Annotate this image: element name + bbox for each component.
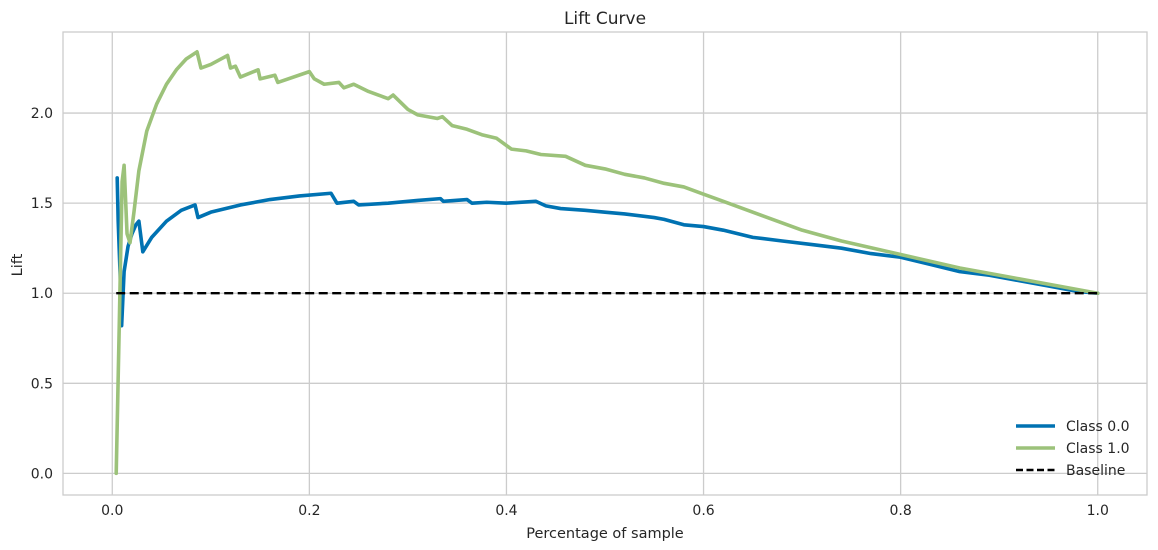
series-line-class-0-0: [115, 176, 1100, 328]
legend-label-baseline: Baseline: [1066, 463, 1125, 479]
legend-label-class-0-0: Class 0.0: [1066, 419, 1130, 435]
x-tick-label: 0.6: [692, 503, 714, 519]
y-tick-label: 2.0: [31, 106, 53, 122]
x-tick-label: 0.4: [495, 503, 517, 519]
y-axis-label: Lift: [10, 253, 26, 276]
x-tick-label: 0.0: [101, 503, 123, 519]
legend: Class 0.0 Class 1.0 Baseline: [1016, 419, 1130, 479]
legend-label-class-1-0: Class 1.0: [1066, 441, 1130, 457]
y-tick-label: 0.0: [31, 466, 53, 482]
chart-title: Lift Curve: [564, 9, 646, 29]
x-tick-label: 0.8: [890, 503, 912, 519]
x-tick-label: 0.2: [298, 503, 320, 519]
plot-frame: [62, 31, 1148, 496]
grid: [63, 32, 1147, 495]
series-line-class-1-0: [114, 50, 1100, 476]
y-tick-label: 0.5: [31, 376, 53, 392]
tick-labels: 0.0 0.2 0.4 0.6 0.8 1.0 0.0 0.5 1.0 1.5 2.0: [31, 106, 1109, 519]
y-tick-label: 1.0: [31, 286, 53, 302]
y-tick-label: 1.5: [31, 196, 53, 212]
x-tick-label: 1.0: [1087, 503, 1109, 519]
x-axis-label: Percentage of sample: [526, 526, 684, 542]
series-layer: [114, 50, 1100, 476]
